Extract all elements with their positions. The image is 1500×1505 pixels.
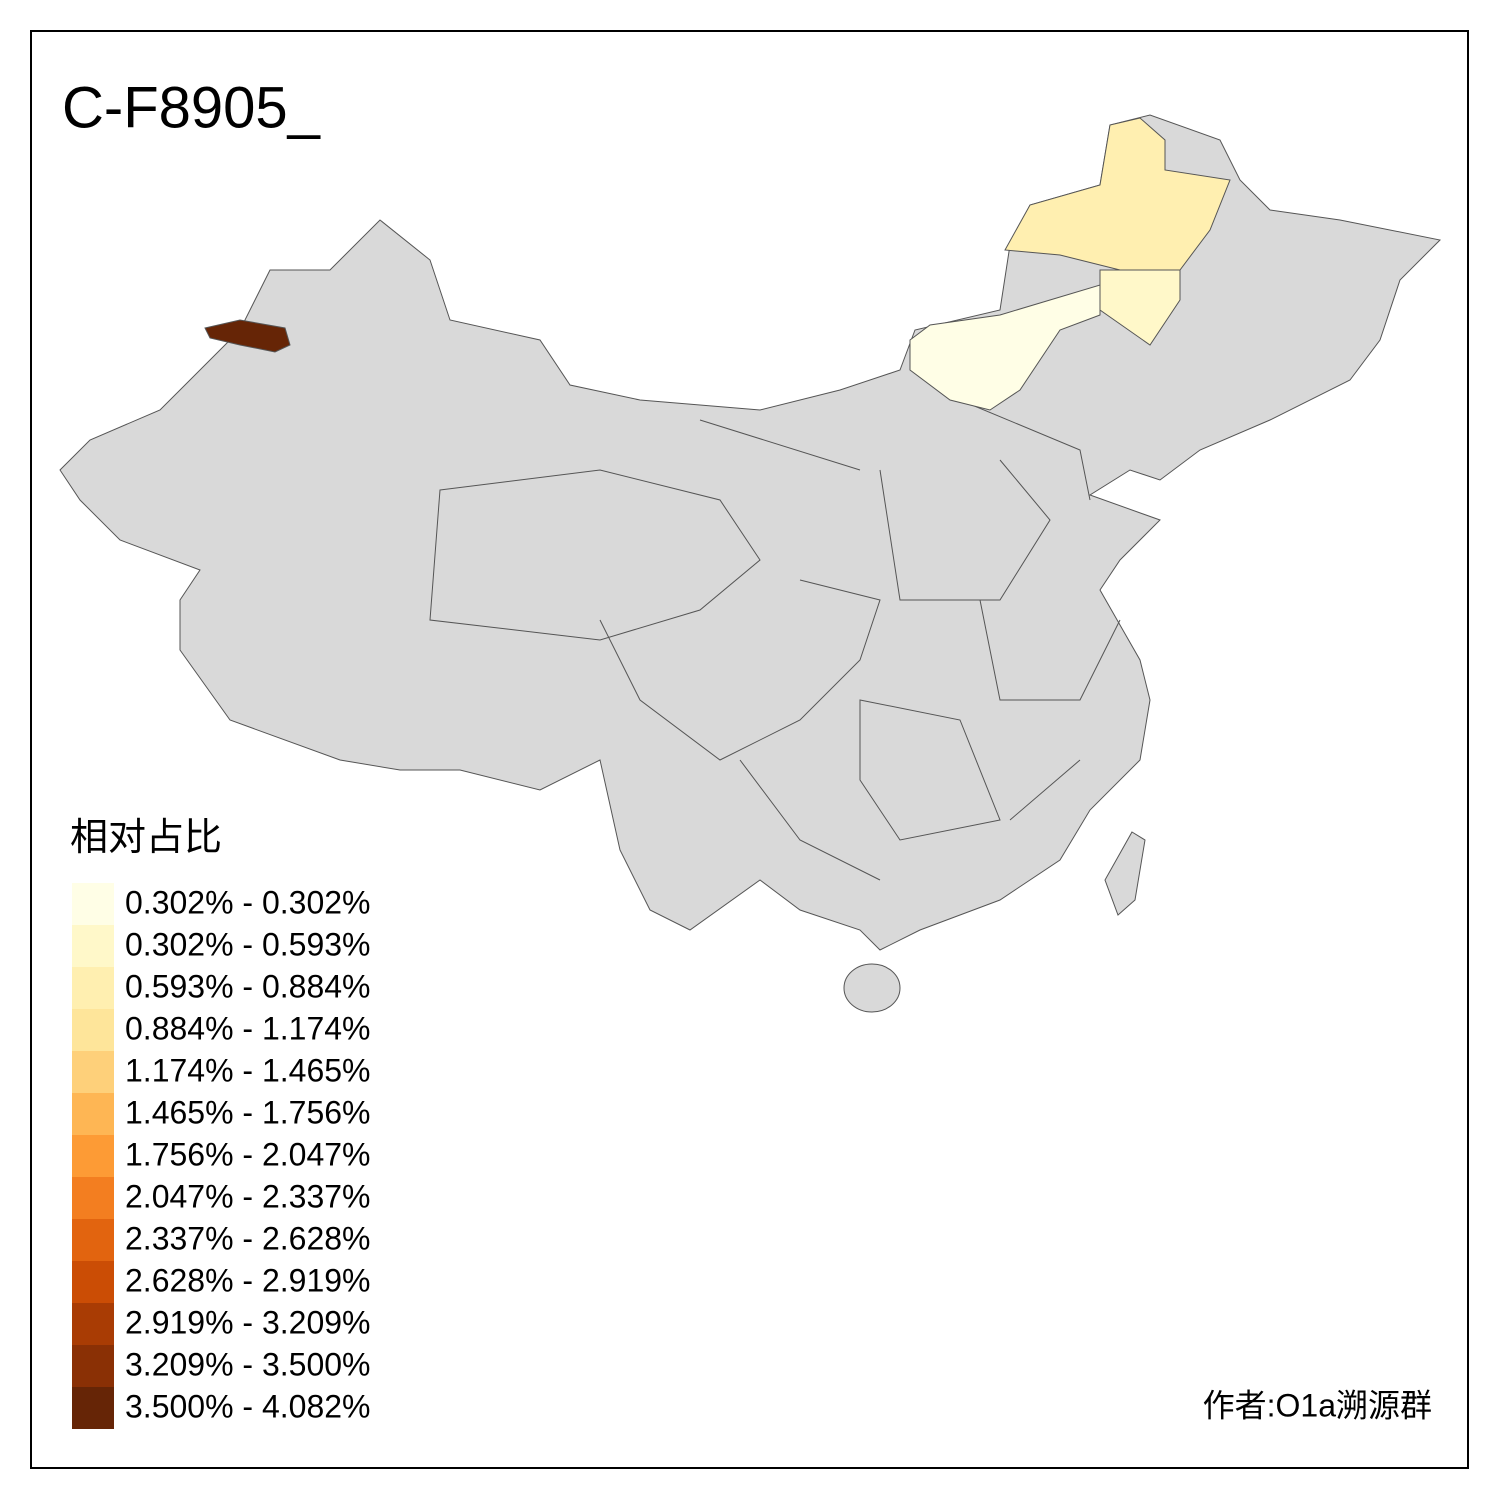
legend-swatch xyxy=(72,1261,114,1303)
legend-swatch xyxy=(72,1303,114,1345)
legend-swatch xyxy=(72,1387,114,1429)
legend-label: 0.593% - 0.884% xyxy=(125,968,371,1004)
legend-label: 2.919% - 3.209% xyxy=(125,1304,371,1340)
highlighted-region xyxy=(204,319,291,353)
legend-swatch xyxy=(72,883,114,925)
legend-label: 1.465% - 1.756% xyxy=(125,1094,371,1130)
legend-label: 3.209% - 3.500% xyxy=(125,1346,371,1382)
legend: 0.302% - 0.302% 0.302% - 0.593% 0.593% - 0… xyxy=(72,883,371,1429)
legend-label: 0.884% - 1.174% xyxy=(125,1010,371,1046)
legend-label: 3.500% - 4.082% xyxy=(125,1388,371,1424)
island xyxy=(1104,831,1146,916)
legend-label: 0.302% - 0.302% xyxy=(125,884,371,920)
legend-label: 1.174% - 1.465% xyxy=(125,1052,371,1088)
map xyxy=(59,114,1442,1013)
province-borders xyxy=(429,399,1121,881)
legend-swatch xyxy=(72,1177,114,1219)
legend-swatch xyxy=(72,925,114,967)
legend-swatch xyxy=(72,1135,114,1177)
frame xyxy=(30,30,1469,1469)
legend-swatch xyxy=(72,1051,114,1093)
legend-label: 2.047% - 2.337% xyxy=(125,1178,371,1214)
legend-swatch xyxy=(72,1093,114,1135)
legend-label: 2.628% - 2.919% xyxy=(125,1262,371,1298)
legend-label: 2.337% - 2.628% xyxy=(125,1220,371,1256)
legend-swatch xyxy=(72,1345,114,1387)
legend-label: 0.302% - 0.593% xyxy=(125,926,371,962)
legend-label: 1.756% - 2.047% xyxy=(125,1136,371,1172)
legend-title: 相对占比 xyxy=(70,817,222,859)
author-credit: 作者:O1a溯源群 xyxy=(1203,1387,1432,1423)
highlighted-region xyxy=(909,284,1101,411)
island xyxy=(843,963,901,1013)
legend-swatch xyxy=(72,967,114,1009)
legend-swatch xyxy=(72,1009,114,1051)
legend-swatch xyxy=(72,1219,114,1261)
country-outline xyxy=(59,114,1442,951)
map-title: C-F8905_ xyxy=(62,75,321,140)
